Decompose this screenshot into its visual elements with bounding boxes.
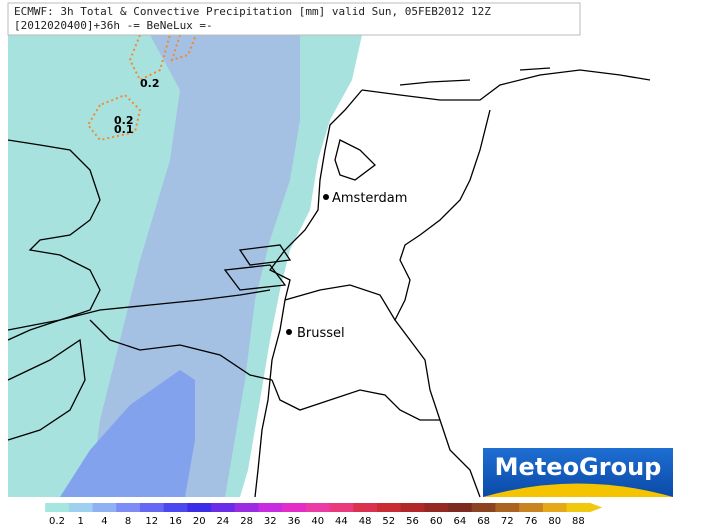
legend-label: 80 <box>548 516 561 527</box>
legend-swatch <box>234 503 259 512</box>
header-title: ECMWF: 3h Total & Convective Precipitati… <box>14 5 491 18</box>
precip-medium <box>90 35 300 497</box>
legend-swatch <box>305 503 331 512</box>
legend-swatch <box>45 503 70 512</box>
legend-swatch <box>116 503 141 512</box>
legend-swatch <box>542 503 568 512</box>
legend-label: 36 <box>288 516 301 527</box>
city-dot <box>323 194 329 200</box>
legend: 0.2 1 4 8 12 16 20 24 28 32 36 40 44 48 52 56 60 64 68 72 76… <box>45 503 603 527</box>
legend-swatch <box>139 503 165 512</box>
legend-swatch <box>400 503 425 512</box>
border-be-nl <box>284 284 396 321</box>
legend-label: 64 <box>454 516 467 527</box>
header-box <box>7 2 581 36</box>
legend-swatch <box>282 503 307 512</box>
legend-label: 68 <box>477 516 490 527</box>
legend-arrow <box>590 503 603 512</box>
legend-label: 28 <box>240 516 253 527</box>
legend-label: 56 <box>406 516 419 527</box>
legend-swatch <box>187 503 212 512</box>
logo-text: MeteoGroup <box>495 453 662 481</box>
legend-label: 1 <box>78 516 84 527</box>
legend-swatch <box>471 503 496 512</box>
uk-coast <box>7 139 101 441</box>
header-subtitle: [2012020400]+36h -= BeNeLux =- <box>14 19 213 32</box>
logo-arc <box>483 483 673 497</box>
contour-label: 0.2 <box>114 114 134 127</box>
map <box>7 34 700 498</box>
legend-label: 24 <box>217 516 230 527</box>
contour-label: 0.2 <box>140 77 160 90</box>
inland-waters <box>223 139 376 291</box>
precip-heavy <box>60 370 195 497</box>
legend-swatch <box>376 503 402 512</box>
legend-swatch <box>211 503 236 512</box>
legend-label: 40 <box>311 516 324 527</box>
legend-swatch <box>92 503 117 512</box>
legend-swatch <box>329 503 354 512</box>
border-nl-de <box>394 109 491 498</box>
legend-label: 44 <box>335 516 348 527</box>
legend-swatch <box>566 503 591 512</box>
legend-swatch <box>163 503 188 512</box>
legend-label: 48 <box>359 516 372 527</box>
legend-label: 16 <box>169 516 182 527</box>
legend-label: 72 <box>501 516 514 527</box>
legend-label: 60 <box>430 516 443 527</box>
legend-swatch <box>495 503 520 512</box>
legend-label: 32 <box>264 516 277 527</box>
legend-swatch <box>68 503 94 512</box>
cities: Amsterdam Brussel <box>286 191 407 341</box>
coastline-north <box>361 67 651 101</box>
border-be-fr <box>271 379 440 421</box>
legend-label: 52 <box>382 516 395 527</box>
legend-label: 8 <box>125 516 131 527</box>
fr-coast <box>89 319 273 381</box>
legend-swatch <box>353 503 378 512</box>
contour-label: 0.1 <box>114 123 134 136</box>
legend-label: 0.2 <box>49 516 65 527</box>
legend-label: 12 <box>145 516 158 527</box>
legend-swatch <box>448 503 473 512</box>
legend-label: 20 <box>193 516 206 527</box>
city-dot <box>286 329 292 335</box>
city-label: Amsterdam <box>332 191 407 206</box>
legend-label: 4 <box>101 516 107 527</box>
legend-label: 76 <box>525 516 538 527</box>
legend-swatch <box>519 503 544 512</box>
logo: MeteoGroup <box>483 448 673 497</box>
legend-swatch <box>258 503 283 512</box>
city-label: Brussel <box>297 326 345 341</box>
legend-label: 88 <box>572 516 585 527</box>
channel-line <box>7 289 271 331</box>
legend-swatch <box>424 503 449 512</box>
coastline <box>254 89 363 498</box>
